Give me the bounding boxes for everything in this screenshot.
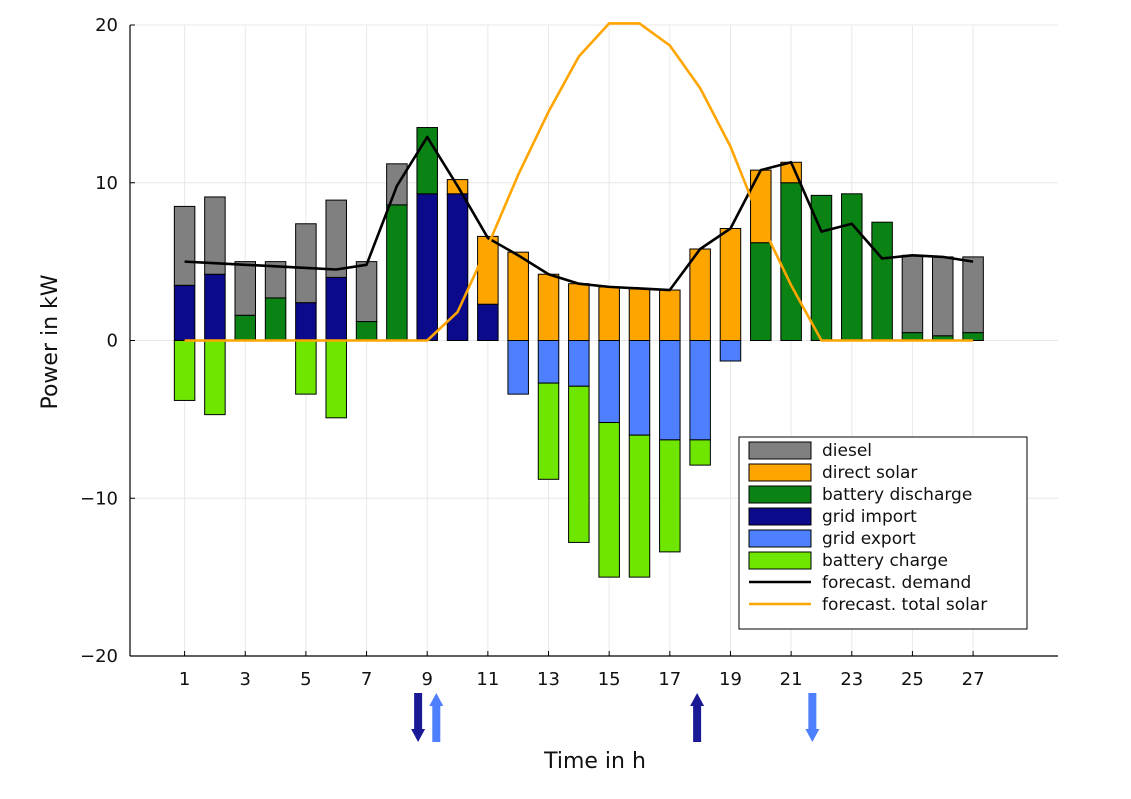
- legend-swatch-battery-discharge: [748, 485, 812, 504]
- x-tick-label: 27: [962, 669, 985, 690]
- arrow-annotations: [411, 693, 820, 742]
- legend-label-diesel: diesel: [822, 441, 872, 461]
- x-tick-label: 19: [719, 669, 742, 690]
- bar-grid-export: [659, 340, 681, 441]
- bar-grid-import: [204, 273, 226, 341]
- x-tick-label: 7: [361, 669, 372, 690]
- x-tick-label: 17: [658, 669, 681, 690]
- bar-diesel: [295, 223, 317, 304]
- bar-battery-discharge: [355, 321, 378, 342]
- x-axis-title: Time in h: [543, 749, 646, 774]
- bar-grid-export: [689, 340, 711, 441]
- bar-battery-charge: [659, 439, 681, 553]
- bar-diesel: [962, 256, 984, 334]
- legend-swatch-battery-charge: [748, 551, 812, 570]
- bar-diesel: [204, 196, 226, 275]
- x-tick-label: 11: [476, 669, 499, 690]
- bar-battery-discharge: [780, 182, 802, 341]
- bar-grid-import: [295, 302, 317, 342]
- bar-battery-charge: [628, 434, 651, 578]
- legend-label-direct-solar: direct solar: [822, 463, 917, 483]
- bar-battery-charge: [537, 382, 560, 480]
- bar-grid-export: [719, 340, 742, 362]
- x-tick-label: 1: [179, 669, 190, 690]
- arrow-up-icon: [690, 693, 705, 742]
- bar-diesel: [932, 256, 954, 337]
- bar-battery-discharge: [264, 297, 287, 341]
- bar-battery-discharge: [234, 314, 256, 342]
- bar-direct-solar: [507, 251, 529, 341]
- x-tick-label: 5: [300, 669, 311, 690]
- axes: [129, 24, 1058, 657]
- bar-battery-charge: [173, 340, 196, 401]
- legend-swatch-grid-export: [748, 529, 812, 548]
- bar-grid-export: [507, 340, 529, 395]
- bar-battery-charge: [598, 422, 620, 578]
- bar-direct-solar: [537, 273, 560, 341]
- bar-grid-import: [173, 284, 196, 342]
- y-axis-title: Power in kW: [38, 274, 63, 409]
- bar-battery-charge: [295, 340, 317, 395]
- bar-grid-import: [477, 303, 499, 341]
- legend-label-grid-export: grid export: [822, 529, 916, 549]
- x-tick-label: 9: [421, 669, 432, 690]
- bar-battery-discharge: [841, 193, 863, 341]
- bar-diesel: [901, 254, 924, 334]
- bar-diesel: [264, 261, 287, 299]
- y-tick-label: 10: [95, 173, 118, 194]
- y-tick-label: 20: [95, 15, 118, 36]
- x-tick-label: 23: [840, 669, 863, 690]
- bar-battery-discharge: [750, 242, 772, 342]
- bar-battery-charge: [689, 439, 711, 466]
- bar-direct-solar: [628, 287, 651, 342]
- legend-swatch-grid-import: [748, 507, 812, 526]
- bar-battery-charge: [568, 385, 590, 543]
- y-tick-label: −10: [80, 488, 118, 509]
- bar-diesel: [173, 205, 196, 286]
- bar-direct-solar: [719, 227, 742, 341]
- bar-grid-import: [325, 276, 347, 341]
- bar-diesel: [234, 261, 256, 316]
- bar-grid-export: [628, 340, 651, 436]
- bar-direct-solar: [568, 283, 590, 341]
- bar-battery-discharge: [871, 221, 893, 341]
- bar-battery-charge: [204, 340, 226, 416]
- y-tick-label: −20: [80, 646, 118, 667]
- bar-grid-export: [568, 340, 590, 387]
- line-forecast-total-solar: [184, 22, 974, 342]
- arrow-up-icon: [429, 693, 444, 742]
- arrow-down-icon: [411, 693, 426, 742]
- x-tick-label: 25: [901, 669, 924, 690]
- arrow-down-icon: [805, 693, 820, 742]
- bar-direct-solar: [598, 286, 620, 341]
- legend-label-forecast-total-solar: forecast. total solar: [822, 595, 987, 615]
- line-layer: [184, 22, 974, 342]
- line-forecast-demand: [184, 135, 974, 292]
- y-tick-label: 0: [107, 331, 118, 352]
- x-tick-label: 21: [780, 669, 803, 690]
- bar-battery-charge: [325, 340, 347, 419]
- bar-diesel: [355, 261, 378, 323]
- bar-layer: [173, 127, 984, 578]
- legend-label-grid-import: grid import: [822, 507, 917, 527]
- bar-battery-discharge: [386, 204, 408, 341]
- legend-swatch-diesel: [748, 441, 812, 460]
- bar-grid-import: [416, 193, 438, 341]
- x-tick-label: 15: [598, 669, 621, 690]
- legend-swatch-direct-solar: [748, 463, 812, 482]
- bar-direct-solar: [659, 289, 681, 341]
- bar-grid-export: [598, 340, 620, 424]
- legend-label-forecast-demand: forecast. demand: [822, 573, 971, 593]
- legend-label-battery-discharge: battery discharge: [822, 485, 972, 505]
- bar-diesel: [325, 199, 347, 278]
- legend-label-battery-charge: battery charge: [822, 551, 948, 571]
- bar-direct-solar: [689, 248, 711, 342]
- bar-grid-export: [537, 340, 560, 384]
- x-tick-label: 13: [537, 669, 560, 690]
- x-tick-label: 3: [240, 669, 251, 690]
